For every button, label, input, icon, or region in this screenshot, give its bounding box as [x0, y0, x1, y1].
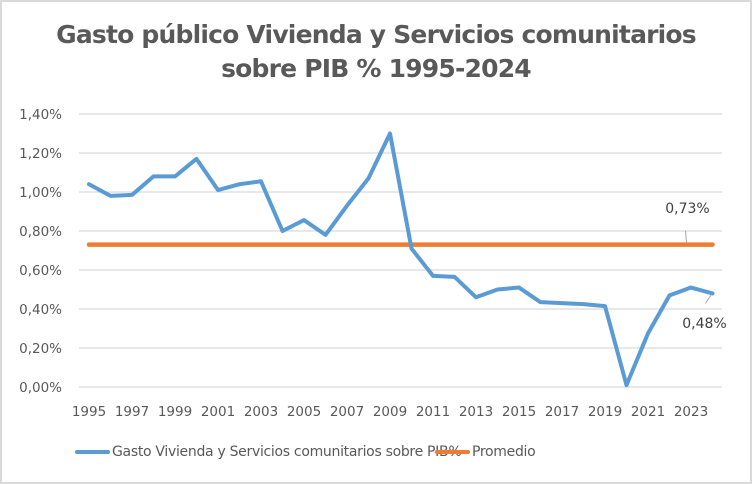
data-label-leader: [705, 294, 712, 304]
legend-item-gasto[interactable]: Gasto Vivienda y Servicios comunitarios …: [75, 440, 462, 464]
x-tick-label: 2007: [330, 404, 364, 420]
series-lines: [86, 131, 715, 388]
x-tick-label: 2019: [588, 404, 622, 420]
legend-swatch-gasto: [75, 450, 110, 454]
data-label-gasto-last: 0,48%: [682, 316, 726, 332]
x-tick-label: 2021: [631, 404, 665, 420]
y-tick-label: 0,60%: [19, 263, 62, 279]
y-tick-label: 1,00%: [19, 185, 62, 201]
x-axis-tick-labels: 1995 1997 1999 2001 2003 2005 2007 2009 2011 2013…: [72, 404, 708, 420]
chart-title: Gasto público Vivienda y Servicios comun…: [0, 18, 752, 86]
gridlines: [79, 113, 722, 388]
legend: Gasto Vivienda y Servicios comunitarios …: [0, 440, 752, 464]
y-tick-label: 0,00%: [19, 380, 62, 396]
data-label-promedio: 0,73%: [665, 201, 709, 217]
data-labels: 0,73% 0,48%: [665, 201, 726, 332]
y-axis-tick-labels: 0,00% 0,20% 0,40% 0,60% 0,80% 1,00% 1,20% 1,40%: [19, 107, 62, 396]
legend-label-gasto: Gasto Vivienda y Servicios comunitarios …: [112, 444, 462, 460]
x-tick-label: 1995: [72, 404, 106, 420]
y-tick-label: 1,40%: [19, 107, 62, 123]
x-tick-label: 2005: [287, 404, 321, 420]
y-tick-label: 0,20%: [19, 341, 62, 357]
x-tick-label: 2013: [459, 404, 493, 420]
x-tick-label: 2003: [244, 404, 278, 420]
x-tick-label: 2017: [545, 404, 579, 420]
x-tick-label: 1997: [115, 404, 149, 420]
data-label-leader: [685, 230, 687, 243]
y-tick-label: 1,20%: [19, 146, 62, 162]
x-tick-label: 2023: [674, 404, 708, 420]
y-tick-label: 0,40%: [19, 302, 62, 318]
x-tick-label: 1999: [158, 404, 192, 420]
legend-item-promedio[interactable]: Promedio: [435, 440, 536, 464]
y-tick-label: 0,80%: [19, 224, 62, 240]
legend-swatch-promedio: [435, 450, 470, 454]
chart-title-line-2: sobre PIB % 1995-2024: [221, 54, 532, 83]
legend-label-promedio: Promedio: [472, 444, 536, 460]
x-tick-label: 2011: [416, 404, 450, 420]
x-tick-label: 2009: [373, 404, 407, 420]
series-line-gasto: [87, 131, 715, 388]
chart-title-line-1: Gasto público Vivienda y Servicios comun…: [56, 20, 697, 49]
x-tick-label: 2001: [201, 404, 235, 420]
x-tick-label: 2015: [502, 404, 536, 420]
